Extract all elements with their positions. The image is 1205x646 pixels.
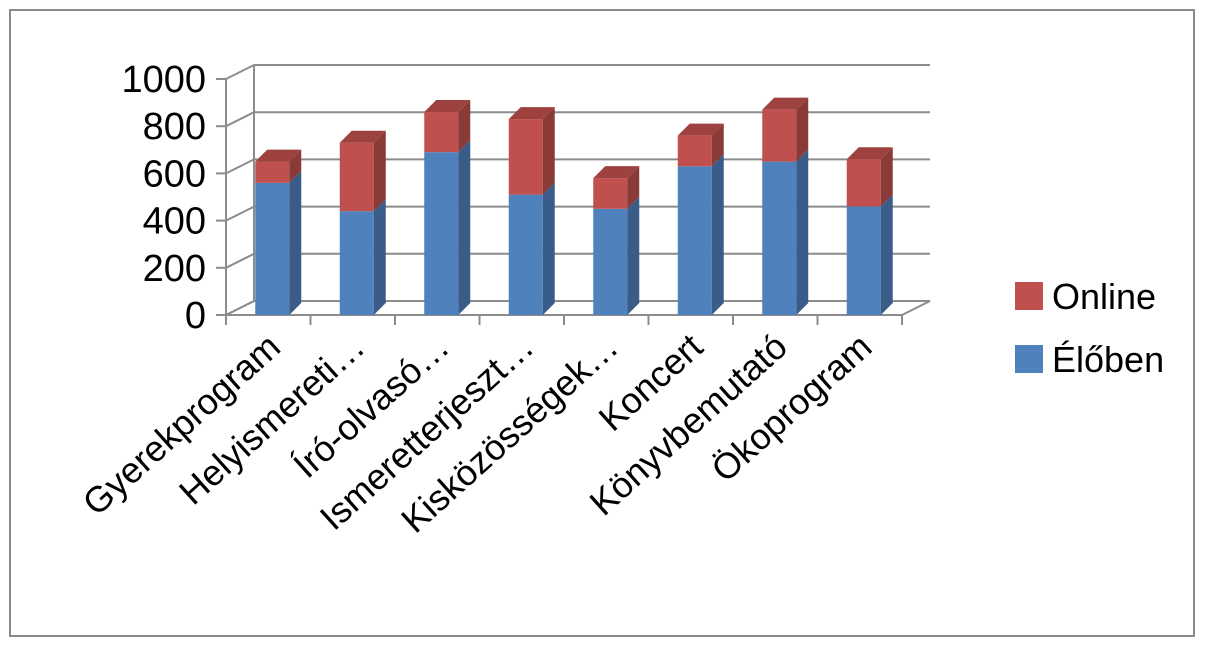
bar-top-Online-4 [593,166,640,179]
bar-Online-3 [508,119,543,195]
bar-group-0 [255,149,302,315]
x-axis-category-labels: GyerekprogramHelyismereti…Író-olvasó…Ism… [75,325,880,540]
bar-side-Online-4 [627,166,640,209]
legend-label-0: Online [1052,276,1156,317]
bar-Élőben-6 [762,161,797,315]
bar-side-Online-3 [542,107,555,195]
bar-side-Online-6 [796,97,809,162]
bar-group-2 [424,100,471,315]
bar-Online-7 [846,159,881,207]
bar-side-Élőben-3 [542,182,555,315]
bar-group-7 [846,147,893,315]
legend-label-1: Élőben [1052,339,1164,380]
bar-Élőben-7 [846,206,881,315]
bar-side-Élőben-4 [627,196,640,315]
bar-Online-2 [424,112,459,153]
gridlines [225,64,930,316]
bar-side-Élőben-5 [711,154,724,315]
gridline-slant-400 [225,205,255,222]
legend-swatch-1 [1015,345,1043,373]
bar-side-Online-5 [711,123,724,167]
gridline-slant-800 [225,111,255,128]
legend-swatch-0 [1015,282,1043,310]
bar-top-Online-0 [255,149,302,162]
bar-group-4 [593,166,640,315]
bar-side-Élőben-2 [458,140,471,315]
gridline-slant-1000 [225,64,255,80]
axes [216,78,903,325]
bar-Online-4 [593,178,628,209]
bar-Élőben-4 [593,208,628,315]
y-tick-label-1000: 1000 [121,59,206,101]
y-tick-label-800: 800 [143,106,206,148]
bar-side-Online-0 [289,149,302,183]
bar-top-Online-3 [508,107,555,120]
bar-side-Élőben-0 [289,170,302,315]
gridline-slant-0 [225,300,255,316]
bar-top-Online-6 [762,97,809,110]
y-tick-label-200: 200 [143,248,206,290]
bars [255,97,893,315]
bar-Élőben-2 [424,152,459,315]
bar-top-Online-1 [339,130,386,143]
chart-frame [9,9,1195,637]
gridline-slant-200 [225,252,255,269]
bar-Online-1 [339,142,374,212]
bar-top-Online-5 [677,123,724,136]
bar-Élőben-3 [508,194,543,315]
bar-group-6 [762,97,809,315]
y-tick-label-400: 400 [143,201,206,243]
bar-top-Online-7 [846,147,893,160]
bar-side-Élőben-6 [796,149,809,315]
gridline-slant-600 [225,158,255,175]
bar-Online-5 [677,135,712,167]
floor [225,300,931,316]
bar-Élőben-1 [339,211,374,315]
bar-top-Online-2 [424,100,471,113]
legend: Online Élőben [1015,276,1164,380]
bar-group-5 [677,123,724,315]
bar-Online-6 [762,109,797,162]
bar-side-Online-2 [458,100,471,153]
y-tick-label-0: 0 [185,295,206,337]
y-tick-label-600: 600 [143,153,206,195]
chart-walls [225,65,931,316]
bar-side-Élőben-7 [880,194,893,315]
y-axis-tick-labels: 0 200 400 600 800 1000 [121,59,206,337]
bar-Élőben-5 [677,166,712,315]
bar-Online-0 [255,161,290,183]
bar-group-1 [339,130,386,315]
bar-side-Élőben-1 [373,199,386,315]
bar-group-3 [508,107,555,315]
bar-side-Online-1 [373,130,386,212]
bar-side-Online-7 [880,147,893,207]
bar-Élőben-0 [255,182,290,315]
